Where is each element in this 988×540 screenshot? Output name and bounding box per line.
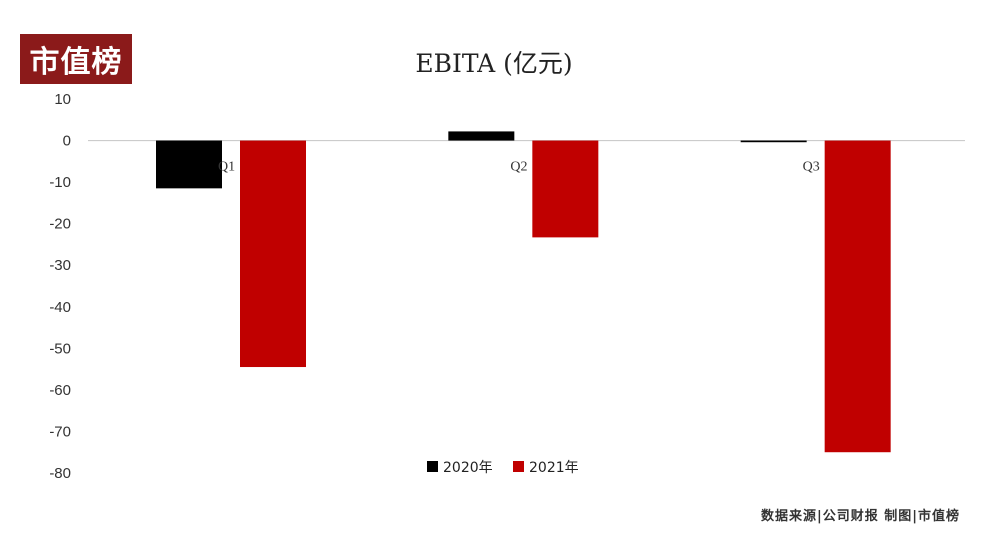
source-note: 数据来源|公司财报 制图|市值榜 — [760, 509, 960, 524]
bar-q2-series-2 — [532, 140, 599, 238]
y-tick-label: 0 — [63, 133, 71, 150]
bars — [156, 131, 891, 453]
bar-q2-series-1 — [448, 131, 515, 141]
y-tick-label: -60 — [49, 382, 71, 399]
legend: 2020年 2021年 — [427, 460, 579, 476]
y-tick-label: -70 — [49, 423, 71, 440]
bar-q3-series-1 — [740, 140, 807, 143]
legend-label: 2020年 — [443, 460, 493, 476]
y-tick-label: -30 — [49, 257, 71, 274]
x-category-label: Q1 — [218, 160, 235, 175]
bar-q3-series-2 — [824, 140, 891, 453]
legend-swatch — [427, 461, 438, 472]
y-tick-label: -80 — [49, 465, 71, 482]
y-tick-label: -40 — [49, 299, 71, 316]
y-tick-label: 10 — [54, 91, 71, 108]
bar-q1-series-2 — [240, 140, 306, 368]
x-category-label: Q3 — [803, 160, 820, 175]
y-tick-label: -50 — [49, 340, 71, 357]
y-tick-label: -10 — [49, 174, 71, 191]
x-category-label: Q2 — [510, 160, 527, 175]
bar-q1-series-1 — [156, 140, 222, 189]
y-axis-ticks: 10 0 -10 -20 -30 -40 -50 -60 -70 -80 — [49, 91, 71, 482]
y-tick-label: -20 — [49, 216, 71, 233]
category-labels: Q1 Q2 Q3 — [218, 160, 820, 175]
legend-swatch — [513, 461, 524, 472]
chart-title: EBITA (亿元) — [415, 49, 573, 78]
brand-logo: 市值榜 — [20, 34, 132, 84]
legend-label: 2021年 — [529, 460, 579, 476]
